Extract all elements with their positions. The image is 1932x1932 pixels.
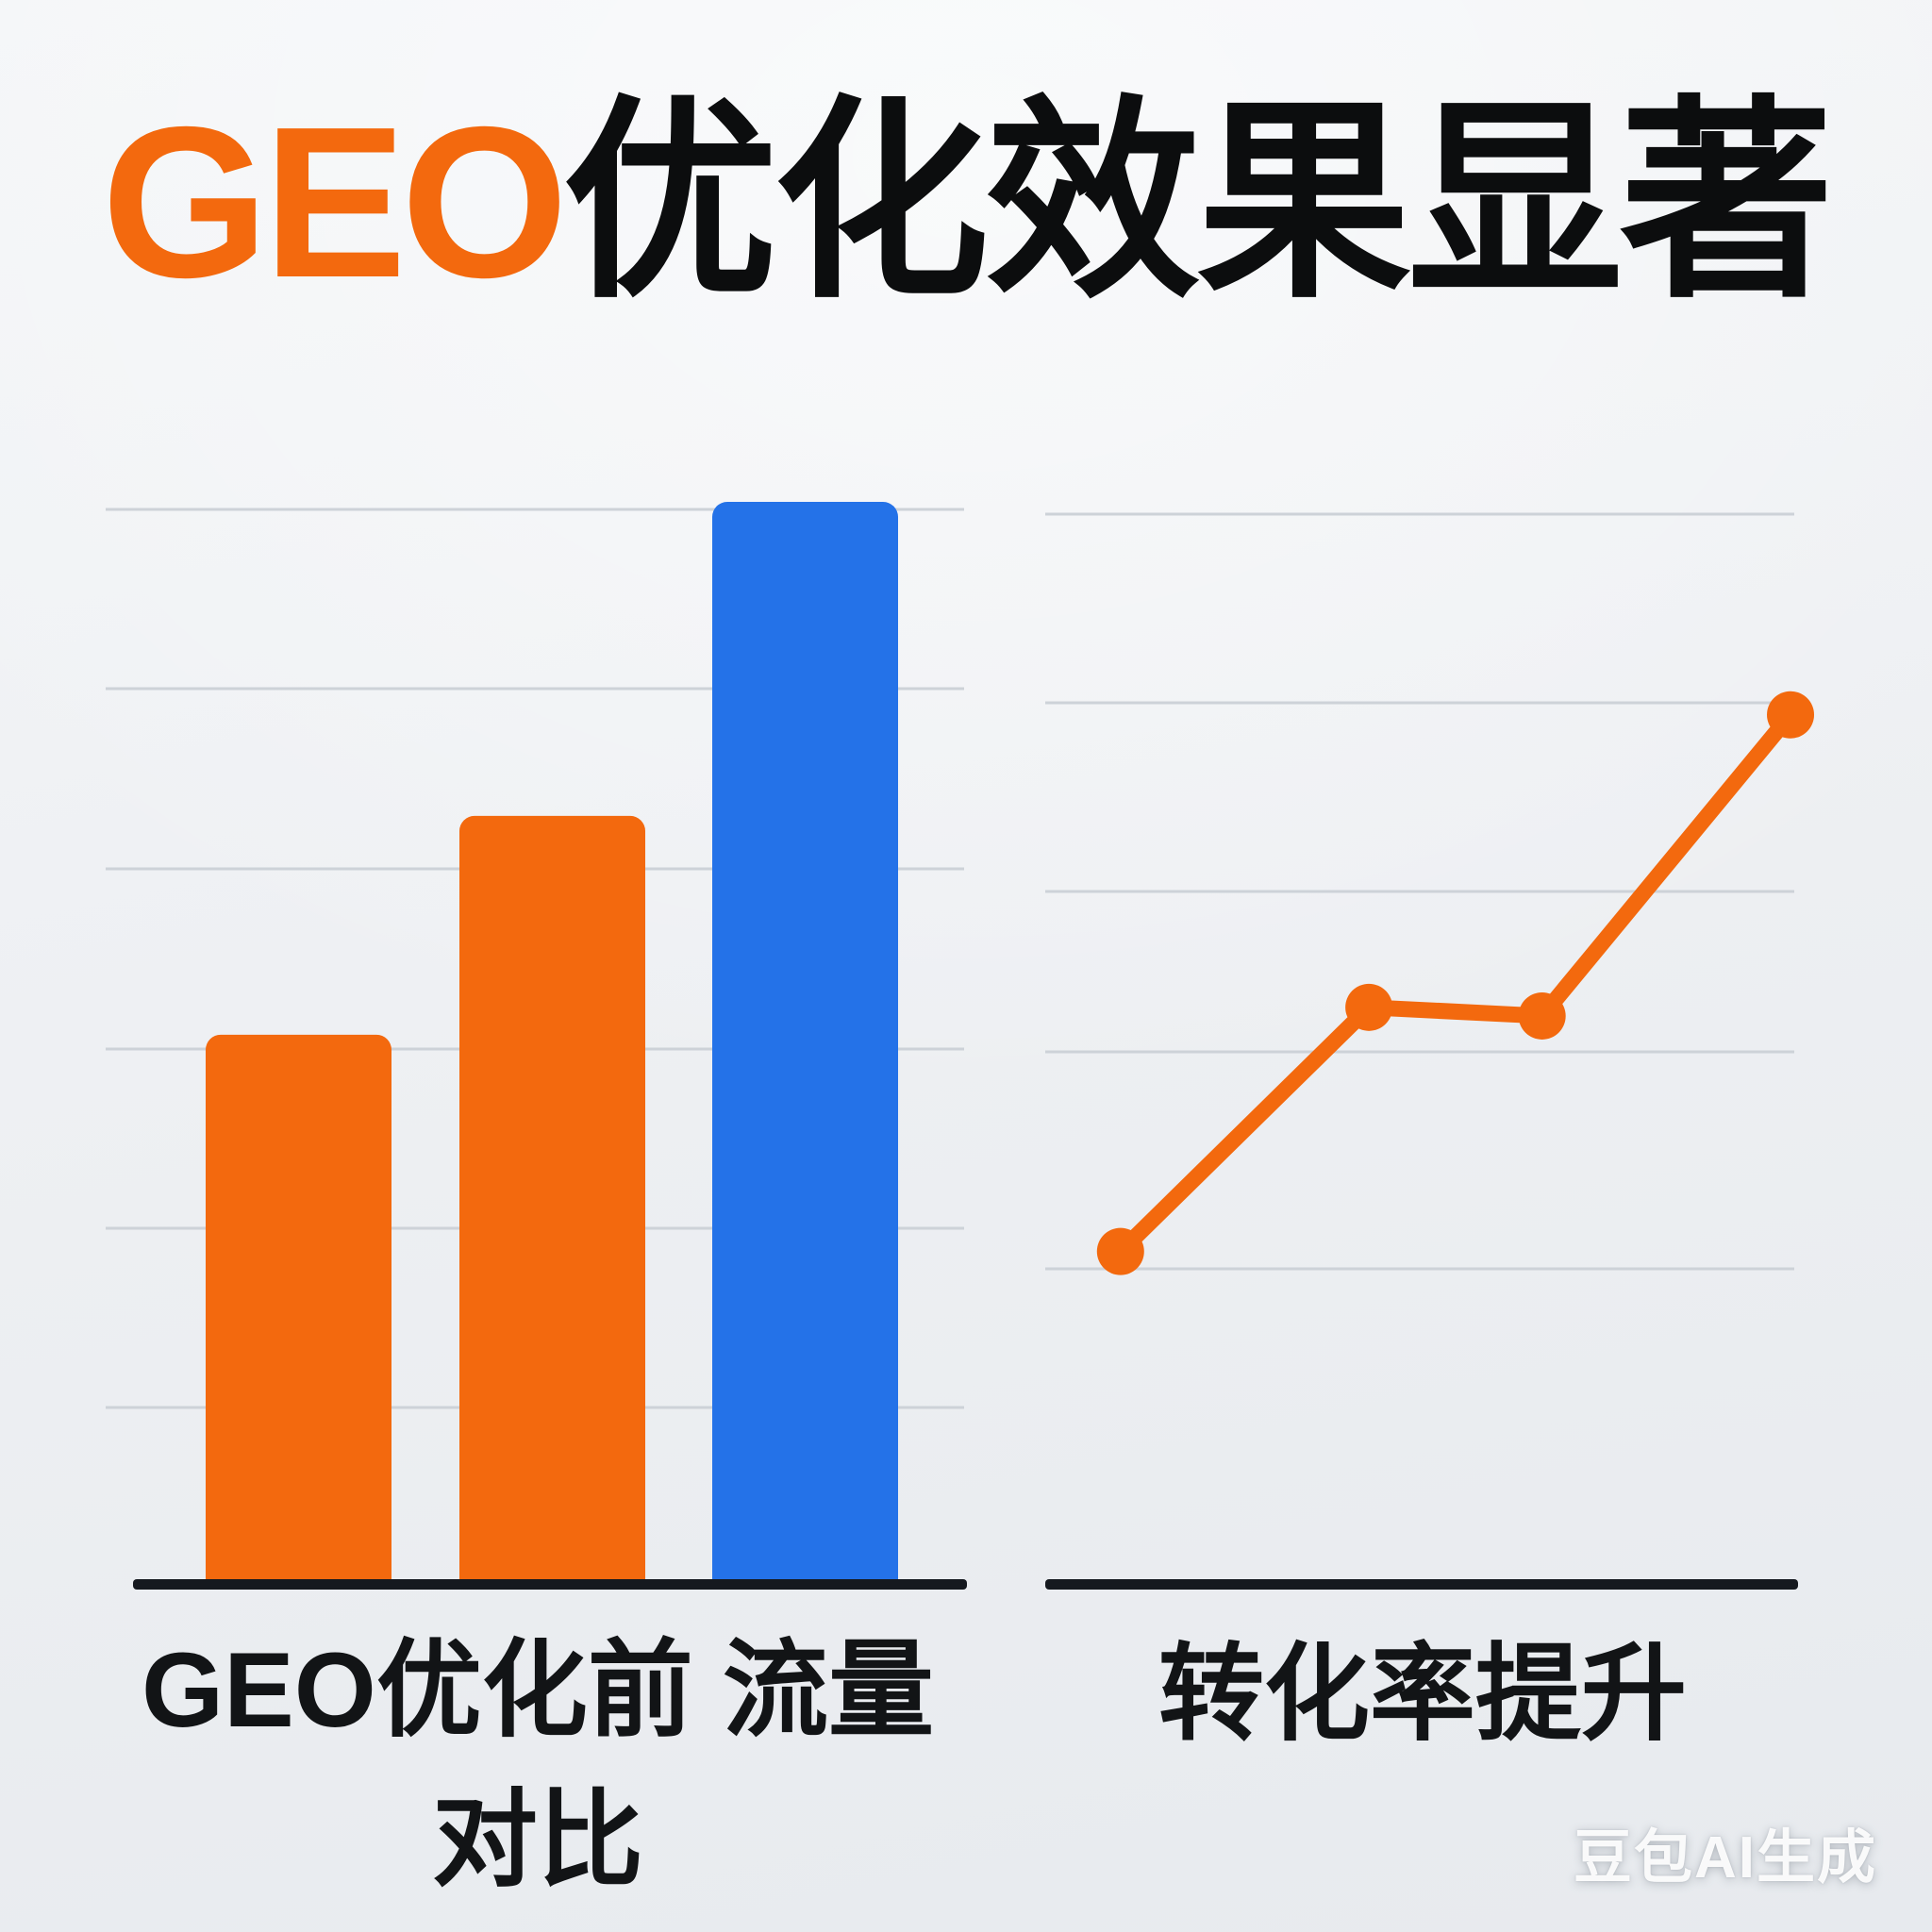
data-point xyxy=(1767,691,1815,739)
bar xyxy=(206,1034,391,1589)
data-point xyxy=(1345,983,1393,1031)
line-chart-label: 转化率提升 xyxy=(1158,1635,1687,1753)
trend-line xyxy=(1112,707,1799,1260)
bar xyxy=(712,502,898,1589)
axis-baseline xyxy=(133,1579,967,1590)
page-title-rest: 优化效果显著 xyxy=(562,83,1834,323)
axis-baseline xyxy=(1045,1579,1798,1590)
page-title-highlight: GEO xyxy=(101,83,569,323)
bar-chart-label-line1: GEO优化前 流量 xyxy=(141,1631,935,1749)
watermark: 豆包AI生成 xyxy=(1573,1825,1877,1890)
bar xyxy=(459,815,645,1589)
page-title: GEO优化效果显著 xyxy=(0,90,1932,316)
data-point xyxy=(1518,991,1566,1040)
bar-chart-label-line2: 对比 xyxy=(432,1781,643,1900)
bar-chart-label: GEO优化前 流量 对比 xyxy=(108,1615,967,1915)
data-point xyxy=(1096,1227,1144,1275)
